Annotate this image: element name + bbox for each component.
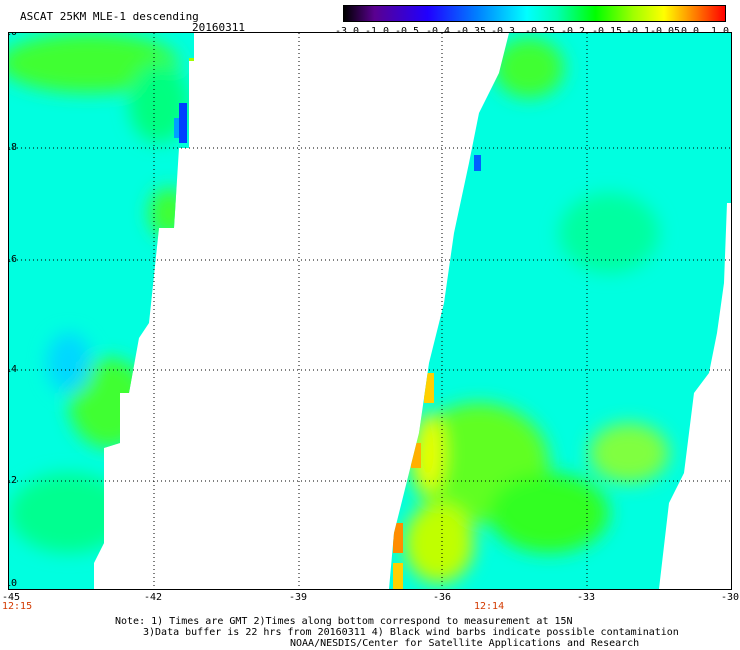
swath-map: 20 18 16 14 12 10 bbox=[8, 32, 732, 590]
colorbar-label: -0.05 bbox=[650, 26, 680, 37]
graticule bbox=[9, 33, 731, 589]
lat-label: 16 bbox=[9, 254, 18, 265]
map-canvas bbox=[9, 33, 731, 589]
pass-time-left: 12:15 bbox=[2, 601, 33, 612]
colorbar bbox=[343, 5, 726, 22]
colorbar-label: -1.0 bbox=[365, 26, 389, 37]
map-date: 20160311 bbox=[192, 21, 245, 34]
map-title: ASCAT 25KM MLE-1 descending bbox=[20, 10, 199, 23]
left-swath bbox=[9, 33, 194, 589]
pass-time-right: 12:14 bbox=[474, 601, 505, 612]
colorbar-label: -0.5 bbox=[395, 26, 419, 37]
lat-label: 18 bbox=[9, 142, 18, 153]
right-swath bbox=[389, 33, 731, 589]
footer-note-line1: Note: 1) Times are GMT 2)Times along bot… bbox=[115, 616, 573, 627]
lon-label: -45 bbox=[1, 592, 21, 603]
lon-label: -42 bbox=[143, 592, 163, 603]
colorbar-label: -0.15 bbox=[592, 26, 622, 37]
colorbar-label: -0.3 bbox=[491, 26, 515, 37]
lon-label: -36 bbox=[432, 592, 452, 603]
colorbar-labels: -3.0 -1.0 -0.5 -0.4 -0.35 -0.3 -0.25 -0.… bbox=[335, 26, 735, 38]
lat-label: 20 bbox=[9, 32, 18, 38]
colorbar-label: -3.0 bbox=[335, 26, 359, 37]
lon-label: -33 bbox=[576, 592, 596, 603]
lat-label: 12 bbox=[9, 475, 18, 486]
colorbar-label: -0.1 bbox=[626, 26, 650, 37]
colorbar-label: 0.0 bbox=[681, 26, 699, 37]
colorbar-label: 1.0 bbox=[711, 26, 729, 37]
footer-note-line2: 3)Data buffer is 22 hrs from 20160311 4)… bbox=[143, 627, 679, 638]
colorbar-label: -0.35 bbox=[456, 26, 486, 37]
lon-label: -30 bbox=[720, 592, 740, 603]
colorbar-label: -0.4 bbox=[426, 26, 450, 37]
colorbar-label: -0.2 bbox=[561, 26, 585, 37]
colorbar-label: -0.25 bbox=[525, 26, 555, 37]
footer-credit: NOAA/NESDIS/Center for Satellite Applica… bbox=[290, 638, 640, 649]
lat-label: 14 bbox=[9, 364, 18, 375]
lon-label: -39 bbox=[288, 592, 308, 603]
lat-label: 10 bbox=[9, 578, 18, 589]
